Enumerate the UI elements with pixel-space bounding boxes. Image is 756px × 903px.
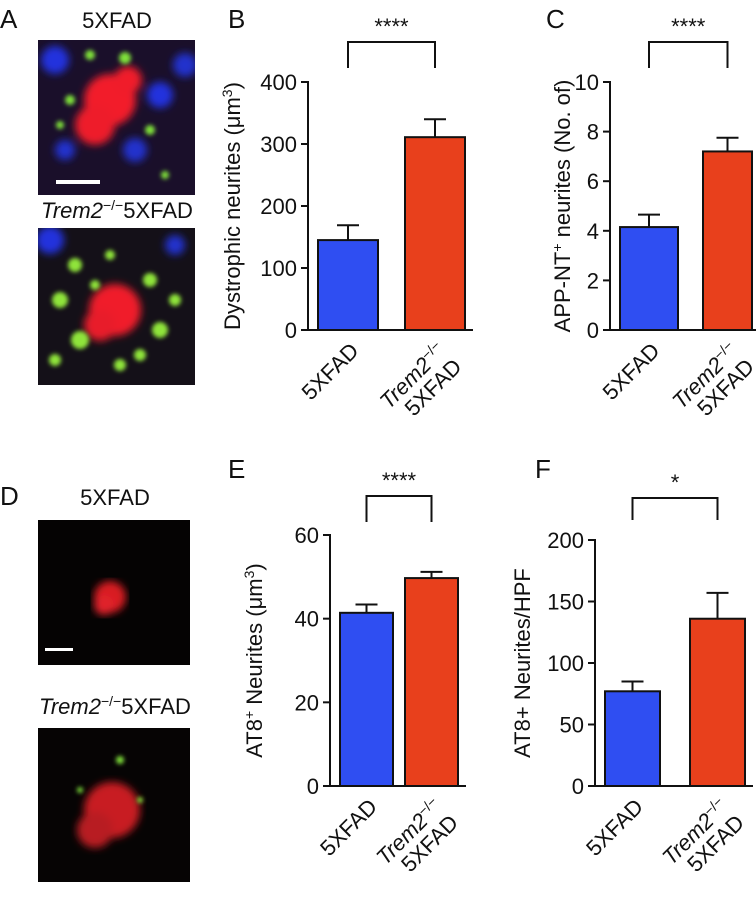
text-part: 5XFAD xyxy=(598,338,665,405)
text-part: AT8+ Neurites/HPF xyxy=(510,568,535,758)
text-part: + xyxy=(241,711,257,719)
bar xyxy=(404,577,459,787)
micrograph xyxy=(38,520,190,665)
y-axis-label: Dystrophic neurites (μm3) xyxy=(219,82,245,330)
panel-letter: A xyxy=(0,4,18,34)
image-label: Trem2−/−5XFAD xyxy=(41,197,193,223)
micrograph xyxy=(38,728,190,882)
micrograph xyxy=(38,228,195,385)
bar xyxy=(339,611,394,787)
significance: **** xyxy=(382,468,417,493)
significance-bracket xyxy=(631,497,719,520)
y-tick-label: 100 xyxy=(260,256,297,281)
y-tick-label: 60 xyxy=(295,523,319,548)
y-tick-label: 100 xyxy=(547,651,584,676)
text-part: 3 xyxy=(219,89,235,97)
text-part: 5XFAD xyxy=(121,694,191,719)
y-tick-label: 200 xyxy=(260,194,297,219)
y-tick-label: 400 xyxy=(260,70,297,95)
text-part: 5XFAD xyxy=(297,338,364,405)
y-tick-label: 4 xyxy=(587,219,599,244)
panel-letter: C xyxy=(546,4,565,34)
y-tick-label: 8 xyxy=(587,120,599,145)
bar xyxy=(689,617,746,787)
text-part: + xyxy=(549,243,565,251)
y-tick-label: 0 xyxy=(307,774,319,799)
panel-letter: F xyxy=(535,454,551,484)
panel-letter: E xyxy=(228,454,245,484)
y-tick-label: 2 xyxy=(587,268,599,293)
text-part: APP-NT xyxy=(550,252,575,333)
y-tick-label: 40 xyxy=(295,607,319,632)
image-label: 5XFAD xyxy=(80,485,150,510)
y-tick-label: 300 xyxy=(260,132,297,157)
bar xyxy=(604,690,661,787)
x-tick-label: 5XFAD xyxy=(297,338,364,405)
text-part: Neurites (μm xyxy=(242,578,267,710)
y-tick-label: 150 xyxy=(547,590,584,615)
y-tick-label: 20 xyxy=(295,690,319,715)
bar xyxy=(317,239,379,332)
text-part: 5XFAD xyxy=(581,794,648,861)
x-tick-label: 5XFAD xyxy=(581,794,648,861)
text-part: AT8 xyxy=(242,719,267,758)
y-axis-label: AT8+ Neurites/HPF xyxy=(510,568,535,758)
bar xyxy=(702,150,753,331)
text-part: Trem2 xyxy=(41,198,103,223)
text-part: 3 xyxy=(241,570,257,578)
panel-letter: B xyxy=(228,4,245,34)
significance: * xyxy=(671,470,680,495)
y-tick-label: 200 xyxy=(547,528,584,553)
significance-bracket xyxy=(648,41,729,68)
y-tick-label: 0 xyxy=(285,318,297,343)
significance: **** xyxy=(374,14,409,39)
text-part: ) xyxy=(220,82,245,89)
text-part: 5XFAD xyxy=(123,198,193,223)
y-tick-label: 10 xyxy=(575,70,599,95)
text-part: Trem2 xyxy=(39,694,101,719)
y-tick-label: 0 xyxy=(572,774,584,799)
text-part: neurites (No. of) xyxy=(550,80,575,244)
y-tick-label: 6 xyxy=(587,169,599,194)
x-tick-label: 5XFAD xyxy=(598,338,665,405)
panel-letter: D xyxy=(0,481,19,511)
y-tick-label: 0 xyxy=(587,318,599,343)
significance-bracket xyxy=(347,41,436,68)
y-axis-label: APP-NT+ neurites (No. of) xyxy=(549,80,575,333)
bar xyxy=(619,226,679,331)
y-tick-label: 50 xyxy=(560,713,584,738)
text-part: ) xyxy=(242,563,267,570)
text-part: Dystrophic neurites (μm xyxy=(220,97,245,330)
significance: **** xyxy=(671,14,706,39)
significance-bracket xyxy=(365,495,433,522)
text-part: −/− xyxy=(101,693,121,709)
image-label: 5XFAD xyxy=(82,8,152,33)
bar xyxy=(404,136,466,331)
micrograph xyxy=(38,40,195,195)
text-part: −/− xyxy=(103,197,123,213)
y-axis-label: AT8+ Neurites (μm3) xyxy=(241,563,267,758)
image-label: Trem2−/−5XFAD xyxy=(39,693,191,719)
